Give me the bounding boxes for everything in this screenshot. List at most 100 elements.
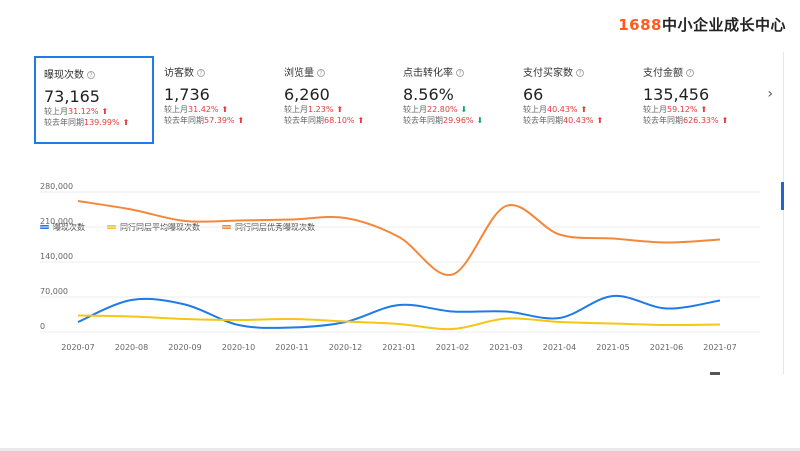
compare-label: 较去年同期	[523, 116, 563, 125]
help-icon[interactable]: ?	[197, 69, 205, 77]
cursor-icon	[710, 372, 720, 375]
page-divider	[0, 448, 800, 451]
line-chart: 0 70,000 140,000 210,000 280,000 2020-07 2020-…	[40, 182, 760, 352]
metric-card-2[interactable]: 访客数? 1,736 较上月31.42% ⬆ 较去年同期57.39% ⬆	[156, 56, 274, 144]
metric-value: 73,165	[44, 87, 100, 106]
scrollbar-thumb[interactable]	[781, 182, 784, 210]
x-tick-label: 2021-05	[596, 343, 629, 352]
metric-value: 1,736	[164, 85, 210, 104]
compare-value: 57.39%	[204, 116, 235, 125]
metric-value: 135,456	[643, 85, 710, 104]
metric-compare-mom: 较上月22.80% ⬇	[403, 104, 513, 115]
compare-value: 40.43%	[547, 105, 578, 114]
metric-card-3[interactable]: 浏览量? 6,260 较上月1.23% ⬆ 较去年同期68.10% ⬆	[276, 56, 394, 144]
x-tick-label: 2021-01	[382, 343, 415, 352]
arrow-up-icon: ⬆	[336, 105, 344, 114]
metric-compare-mom: 较上月31.12% ⬆	[44, 106, 152, 117]
metric-label-text: 点击转化率	[403, 68, 453, 79]
metric-compare-mom: 较上月59.12% ⬆	[643, 104, 753, 115]
metric-value: 8.56%	[403, 85, 454, 104]
compare-value: 139.99%	[84, 118, 120, 127]
compare-value: 68.10%	[324, 116, 355, 125]
metric-compare-mom: 较上月1.23% ⬆	[284, 104, 394, 115]
metric-value: 6,260	[284, 85, 330, 104]
dashboard-panel: 曝现次数? 73,165 较上月31.12% ⬆ 较去年同期139.99% ⬆ 访客数? 1,…	[14, 52, 784, 374]
help-icon[interactable]: ?	[317, 69, 325, 77]
metric-label: 曝现次数?	[44, 66, 152, 81]
arrow-up-icon: ⬆	[700, 105, 708, 114]
y-tick-label: 0	[40, 322, 45, 331]
series-line-2	[77, 314, 721, 331]
metric-cards: 曝现次数? 73,165 较上月31.12% ⬆ 较去年同期139.99% ⬆ 访客数? 1,…	[34, 56, 764, 144]
compare-label: 较上月	[403, 105, 427, 114]
compare-value: 1.23%	[308, 105, 334, 114]
metric-card-1[interactable]: 曝现次数? 73,165 较上月31.12% ⬆ 较去年同期139.99% ⬆	[34, 56, 154, 144]
series-line-1	[77, 294, 721, 329]
compare-value: 22.80%	[427, 105, 458, 114]
compare-label: 较去年同期	[643, 116, 683, 125]
x-tick-label: 2020-08	[115, 343, 148, 352]
compare-label: 较去年同期	[164, 116, 204, 125]
metric-label: 支付买家数?	[523, 64, 633, 79]
compare-value: 31.12%	[68, 107, 99, 116]
metric-label: 点击转化率?	[403, 64, 513, 79]
metric-label-text: 曝现次数	[44, 70, 84, 81]
metric-label-text: 浏览量	[284, 68, 314, 79]
compare-label: 较上月	[523, 105, 547, 114]
metric-compare-yoy: 较去年同期29.96% ⬇	[403, 115, 513, 126]
arrow-up-icon: ⬆	[237, 116, 245, 125]
x-tick-label: 2021-03	[489, 343, 522, 352]
compare-value: 40.43%	[563, 116, 594, 125]
y-tick-label: 280,000	[40, 182, 73, 191]
arrow-up-icon: ⬆	[122, 118, 130, 127]
compare-label: 较去年同期	[44, 118, 84, 127]
x-tick-label: 2020-11	[275, 343, 308, 352]
compare-value: 31.42%	[188, 105, 219, 114]
compare-label: 较上月	[284, 105, 308, 114]
help-icon[interactable]: ?	[576, 69, 584, 77]
y-tick-label: 210,000	[40, 217, 73, 226]
series-line-3	[77, 200, 721, 276]
help-icon[interactable]: ?	[87, 71, 95, 79]
arrow-down-icon: ⬇	[476, 116, 484, 125]
arrow-up-icon: ⬆	[221, 105, 229, 114]
x-tick-label: 2021-07	[703, 343, 736, 352]
y-tick-label: 70,000	[40, 287, 68, 296]
compare-value: 59.12%	[667, 105, 698, 114]
arrow-up-icon: ⬆	[721, 116, 729, 125]
help-icon[interactable]: ?	[456, 69, 464, 77]
compare-value: 626.33%	[683, 116, 719, 125]
arrow-up-icon: ⬆	[580, 105, 588, 114]
compare-label: 较上月	[164, 105, 188, 114]
metric-compare-yoy: 较去年同期139.99% ⬆	[44, 117, 152, 128]
metric-card-5[interactable]: 支付买家数? 66 较上月40.43% ⬆ 较去年同期40.43% ⬆	[515, 56, 633, 144]
x-tick-label: 2021-04	[543, 343, 576, 352]
chevron-right-icon[interactable]: ›	[767, 86, 773, 102]
metric-value: 66	[523, 85, 544, 104]
metric-compare-mom: 较上月31.42% ⬆	[164, 104, 274, 115]
arrow-up-icon: ⬆	[596, 116, 604, 125]
arrow-up-icon: ⬆	[357, 116, 365, 125]
metric-compare-mom: 较上月40.43% ⬆	[523, 104, 633, 115]
brand-logo: 1688中小企业成长中心	[618, 16, 786, 34]
compare-label: 较去年同期	[284, 116, 324, 125]
metric-label-text: 支付买家数	[523, 68, 573, 79]
metric-compare-yoy: 较去年同期626.33% ⬆	[643, 115, 753, 126]
x-tick-label: 2021-02	[436, 343, 469, 352]
compare-label: 较上月	[643, 105, 667, 114]
compare-value: 29.96%	[443, 116, 474, 125]
help-icon[interactable]: ?	[686, 69, 694, 77]
arrow-up-icon: ⬆	[101, 107, 109, 116]
metric-compare-yoy: 较去年同期40.43% ⬆	[523, 115, 633, 126]
metric-card-4[interactable]: 点击转化率? 8.56% 较上月22.80% ⬇ 较去年同期29.96% ⬇	[395, 56, 513, 144]
arrow-down-icon: ⬇	[460, 105, 468, 114]
metric-label: 浏览量?	[284, 64, 394, 79]
metric-label-text: 访客数	[164, 68, 194, 79]
x-tick-label: 2021-06	[650, 343, 683, 352]
x-tick-label: 2020-10	[222, 343, 255, 352]
compare-label: 较去年同期	[403, 116, 443, 125]
metric-card-6[interactable]: 支付金额? 135,456 较上月59.12% ⬆ 较去年同期626.33% ⬆	[635, 56, 753, 144]
compare-label: 较上月	[44, 107, 68, 116]
x-tick-label: 2020-09	[168, 343, 201, 352]
metric-compare-yoy: 较去年同期57.39% ⬆	[164, 115, 274, 126]
